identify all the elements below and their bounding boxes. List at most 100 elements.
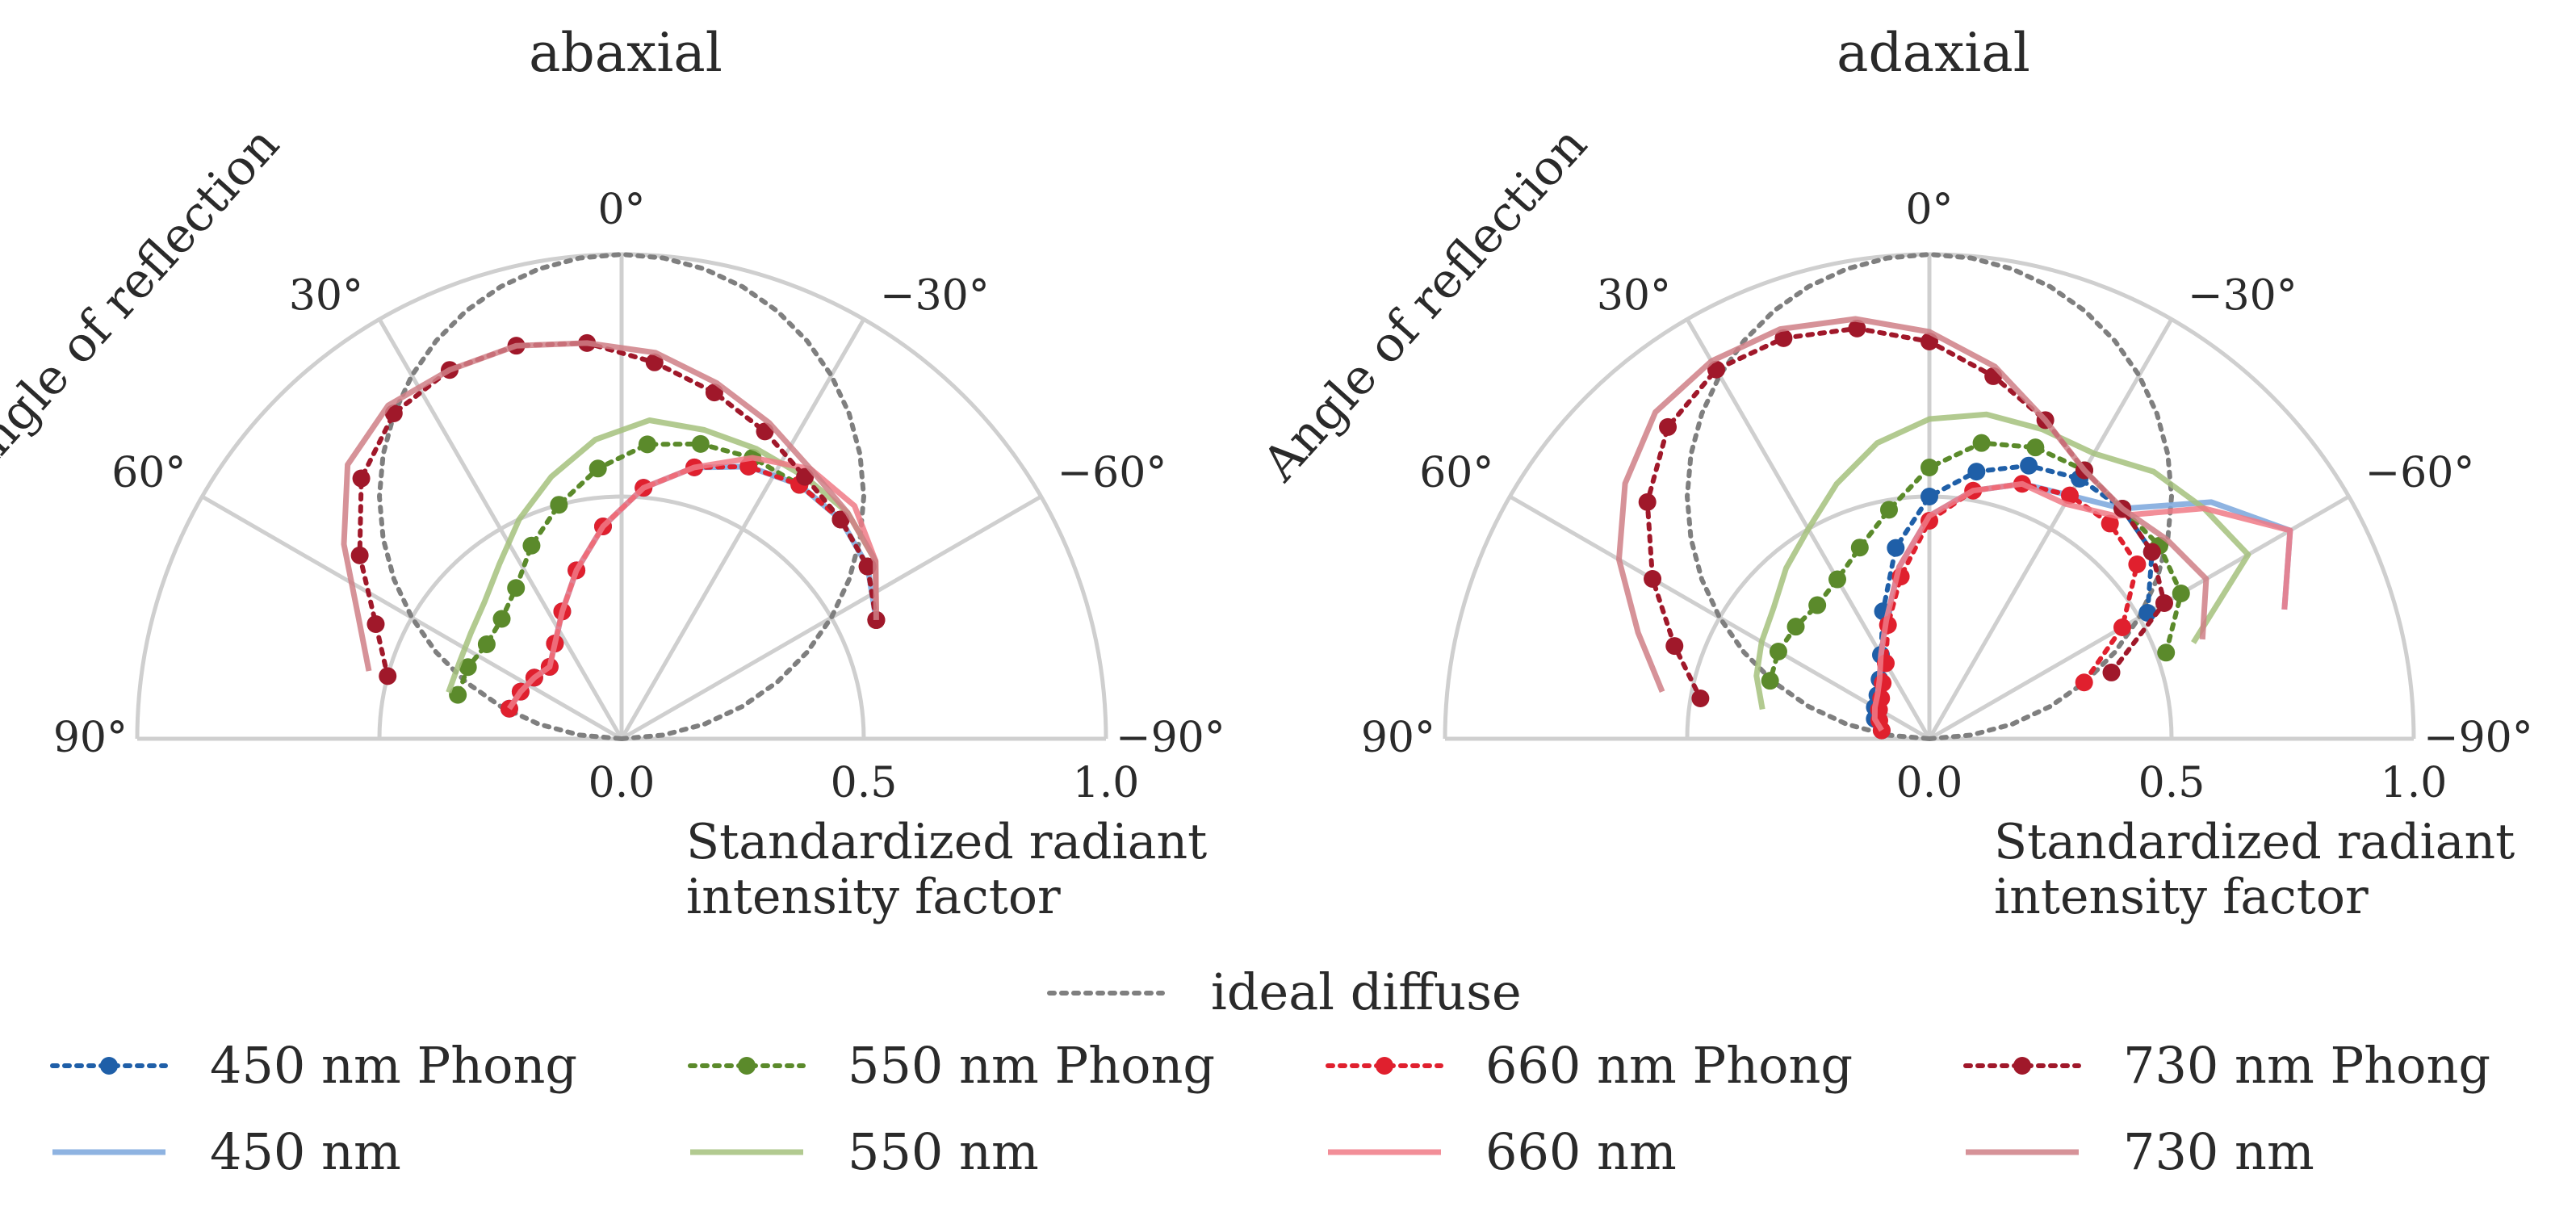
data-point	[2157, 643, 2176, 662]
legend-marker	[738, 1057, 756, 1075]
series-line	[1685, 252, 2174, 741]
data-point	[1887, 539, 1905, 557]
legend-item-450-nm: 450 nm	[52, 1122, 401, 1181]
legend-marker	[2013, 1057, 2031, 1075]
radial-axis-label: Standardized radiant	[1994, 814, 2515, 870]
data-point	[638, 435, 656, 454]
data-point	[2113, 618, 2132, 636]
angular-grid-line	[377, 318, 624, 740]
series-line	[1753, 411, 2251, 711]
angle-tick-label: 0°	[1905, 186, 1953, 234]
data-point	[1808, 596, 1827, 614]
data-point	[350, 546, 369, 564]
angular-axis-label: Angle of reflection	[0, 116, 290, 493]
legend-item-730-nm-phong: 730 nm Phong	[1963, 1036, 2490, 1095]
data-point	[1659, 417, 1678, 436]
data-point	[867, 610, 886, 629]
data-point	[2142, 543, 2161, 561]
radial-axis-label: intensity factor	[686, 869, 1061, 925]
data-point	[477, 635, 496, 653]
angle-tick-label: 30°	[1597, 271, 1671, 320]
data-point	[645, 353, 664, 371]
data-point	[1920, 488, 1938, 505]
legend-label: 550 nm Phong	[848, 1036, 1215, 1095]
data-point	[522, 536, 541, 555]
data-point	[459, 658, 477, 677]
chart-title: adaxial	[1837, 22, 2030, 84]
legend-item-730-nm: 730 nm	[1966, 1122, 2314, 1181]
data-point	[379, 667, 397, 685]
series-line	[506, 455, 879, 711]
data-point	[1967, 463, 1986, 481]
data-point	[858, 557, 877, 576]
legend-marker	[100, 1057, 118, 1075]
angle-tick-label: 60°	[111, 449, 186, 497]
data-point	[1828, 570, 1846, 589]
angle-tick-label: −60°	[1058, 449, 1167, 497]
data-point	[2128, 555, 2147, 574]
data-point	[691, 434, 710, 453]
polar-panel-adaxial: 0° 30° −30° 60° −60° 90° −90° 0.0 0.5 1.0 Standard…	[1251, 22, 2533, 925]
legend-item-450-nm-phong: 450 nm Phong	[50, 1036, 577, 1095]
angular-grid-line	[1927, 318, 2174, 740]
series-line	[1644, 325, 2167, 701]
radial-tick-label: 1.0	[1073, 759, 1140, 807]
data-point	[550, 496, 568, 514]
legend-label: 450 nm	[210, 1122, 401, 1181]
series-line	[1871, 480, 2293, 732]
series-550-nm	[446, 417, 879, 694]
legend-label: 550 nm	[848, 1122, 1039, 1181]
data-point	[1786, 618, 1805, 636]
data-point	[2020, 456, 2038, 475]
angle-tick-label: −90°	[1116, 714, 1225, 762]
data-point	[2172, 585, 2190, 602]
legend-item-660-nm-phong: 660 nm Phong	[1326, 1036, 1853, 1095]
legend-marker	[1376, 1057, 1393, 1075]
data-point	[1920, 459, 1938, 476]
chart-title: abaxial	[529, 22, 723, 84]
data-point	[1769, 643, 1787, 660]
data-point	[1707, 360, 1725, 379]
angle-tick-label: −30°	[2188, 271, 2297, 320]
angular-axis-label: Angle of reflection	[1251, 116, 1598, 493]
data-point	[1761, 672, 1779, 690]
angle-tick-label: 90°	[1361, 714, 1435, 762]
angle-tick-label: −30°	[880, 271, 990, 320]
data-point	[2026, 438, 2045, 457]
series-line	[341, 340, 879, 672]
radial-axis-label: intensity factor	[1994, 869, 2369, 925]
data-point	[2075, 673, 2093, 692]
series-550-nm	[1753, 411, 2251, 711]
legend-item-550-nm-phong: 550 nm Phong	[688, 1036, 1215, 1095]
series-730-nm	[1616, 316, 2209, 694]
data-point	[2061, 486, 2079, 505]
data-point	[384, 404, 403, 422]
angular-grid-line	[619, 318, 866, 740]
series-660-nm	[1871, 480, 2293, 732]
polar-panel-abaxial: 0° 30° −30° 60° −60° 90° −90° 0.0 0.5 1.0 Standard…	[0, 22, 1225, 925]
data-point	[507, 579, 526, 597]
angle-tick-label: 30°	[289, 271, 363, 320]
series-660-nm-phong	[1870, 475, 2147, 740]
data-point	[739, 457, 758, 476]
data-point	[589, 459, 607, 478]
radial-tick-label: 1.0	[2381, 759, 2448, 807]
data-point	[1691, 689, 1710, 707]
data-point	[2101, 514, 2119, 533]
legend-label: 450 nm Phong	[210, 1036, 577, 1095]
angle-tick-label: 0°	[597, 186, 645, 234]
angle-tick-label: 90°	[53, 714, 128, 762]
angle-tick-label: −60°	[2365, 449, 2475, 497]
data-point	[2102, 663, 2121, 681]
series-550-nm-phong	[1761, 434, 2190, 690]
legend-label: 730 nm Phong	[2123, 1036, 2490, 1095]
legend-label: 730 nm	[2123, 1122, 2314, 1181]
data-point	[2155, 594, 2173, 612]
radial-tick-label: 0.0	[1896, 759, 1963, 807]
legend-item-550-nm: 550 nm	[690, 1122, 1039, 1181]
data-point	[449, 685, 467, 704]
legend-label-ideal-diffuse: ideal diffuse	[1211, 962, 1522, 1021]
data-point	[1848, 319, 1866, 337]
